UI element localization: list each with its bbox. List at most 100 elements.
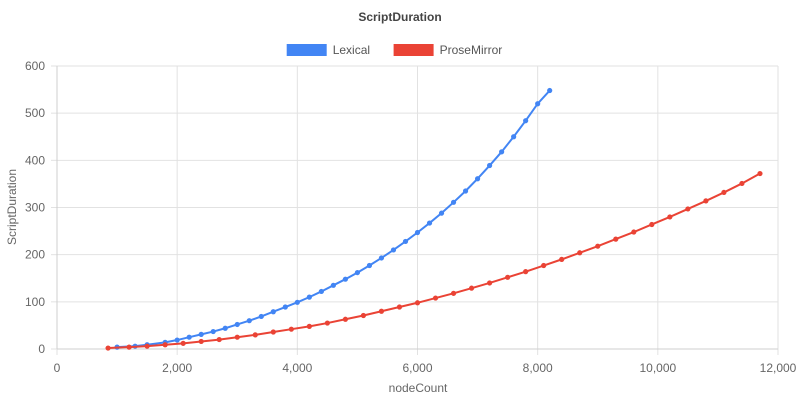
data-point[interactable]	[210, 328, 216, 335]
x-tick-label: 10,000	[639, 361, 676, 375]
data-point[interactable]	[342, 316, 348, 322]
series-line	[108, 172, 761, 350]
data-point[interactable]	[270, 309, 276, 315]
data-point[interactable]	[180, 340, 186, 346]
data-point[interactable]	[613, 236, 619, 242]
data-point[interactable]	[739, 180, 745, 187]
data-point[interactable]	[186, 334, 192, 340]
data-point[interactable]	[487, 280, 493, 286]
y-axis-title: ScriptDuration	[5, 169, 19, 245]
data-point[interactable]	[294, 299, 300, 305]
legend-label: Lexical	[333, 43, 370, 57]
data-point[interactable]	[667, 214, 673, 220]
y-tick-label: 600	[25, 59, 45, 73]
data-point[interactable]	[468, 285, 475, 291]
data-point[interactable]	[282, 304, 288, 310]
data-point[interactable]	[342, 276, 348, 282]
x-tick-label: 4,000	[282, 361, 312, 375]
data-point[interactable]	[438, 210, 445, 216]
chart-title: ScriptDuration	[358, 10, 441, 24]
data-point[interactable]	[595, 243, 601, 249]
x-tick-label: 6,000	[402, 361, 432, 375]
data-point[interactable]	[505, 274, 511, 280]
data-point[interactable]	[216, 336, 222, 343]
data-point[interactable]	[649, 221, 655, 228]
data-point[interactable]	[162, 342, 168, 348]
series-line	[117, 89, 551, 349]
data-point[interactable]	[523, 118, 529, 124]
y-tick-label: 400	[25, 153, 45, 167]
data-point[interactable]	[198, 331, 204, 337]
data-point[interactable]	[631, 229, 637, 235]
data-point[interactable]	[559, 256, 565, 262]
y-tick-label: 200	[25, 248, 45, 262]
y-tick-label: 500	[25, 106, 45, 120]
data-point[interactable]	[577, 250, 583, 256]
data-point[interactable]	[426, 220, 433, 226]
x-tick-label: 12,000	[760, 361, 797, 375]
data-point[interactable]	[535, 101, 541, 107]
legend-item[interactable]: Lexical	[286, 43, 370, 57]
data-point[interactable]	[390, 247, 397, 253]
data-point[interactable]	[222, 325, 228, 331]
legend-swatch	[393, 44, 434, 56]
legend-swatch	[286, 44, 327, 56]
data-point[interactable]	[511, 134, 517, 140]
data-point[interactable]	[378, 308, 385, 314]
data-point[interactable]	[354, 269, 361, 276]
x-tick-label: 0	[54, 361, 61, 375]
data-point[interactable]	[396, 304, 403, 310]
y-axis: 0 100 200 300 400 500 600	[25, 59, 58, 356]
data-point[interactable]	[306, 294, 312, 300]
data-point[interactable]	[402, 238, 409, 245]
data-point[interactable]	[499, 149, 505, 155]
data-point[interactable]	[487, 162, 493, 169]
x-axis: 0 2,000 4,000 6,000 8,000 10,000 12,000	[54, 348, 797, 375]
data-point[interactable]	[450, 290, 457, 296]
data-point[interactable]	[246, 318, 252, 324]
gridlines	[56, 65, 779, 350]
data-point[interactable]	[757, 170, 763, 177]
data-point[interactable]	[252, 332, 258, 338]
series	[105, 170, 763, 351]
data-point[interactable]	[541, 262, 547, 269]
data-point[interactable]	[360, 312, 367, 319]
data-point[interactable]	[306, 323, 312, 329]
data-point[interactable]	[288, 326, 294, 332]
data-point[interactable]	[258, 313, 264, 320]
data-point[interactable]	[366, 262, 373, 269]
legend: Lexical ProseMirror	[286, 43, 503, 57]
data-point[interactable]	[547, 87, 553, 94]
data-point[interactable]	[523, 269, 529, 275]
legend-item[interactable]: ProseMirror	[393, 43, 503, 57]
data-point[interactable]	[721, 189, 727, 196]
data-point[interactable]	[126, 344, 132, 350]
series	[114, 87, 553, 350]
data-point[interactable]	[144, 343, 150, 349]
data-point[interactable]	[174, 337, 180, 343]
data-point[interactable]	[414, 229, 421, 236]
data-point[interactable]	[330, 282, 336, 288]
legend-label: ProseMirror	[440, 43, 503, 57]
data-point[interactable]	[105, 345, 111, 351]
data-point[interactable]	[462, 188, 469, 194]
data-point[interactable]	[685, 206, 691, 212]
data-point[interactable]	[234, 334, 240, 340]
data-point[interactable]	[414, 300, 421, 306]
data-point[interactable]	[703, 198, 709, 204]
data-point[interactable]	[324, 320, 330, 326]
data-point[interactable]	[198, 338, 204, 345]
data-point[interactable]	[450, 199, 457, 205]
data-point[interactable]	[270, 329, 276, 335]
series-layer	[105, 87, 763, 351]
x-tick-label: 8,000	[523, 361, 553, 375]
y-tick-label: 300	[25, 201, 45, 215]
data-point[interactable]	[234, 321, 240, 328]
data-point[interactable]	[318, 288, 324, 295]
data-point[interactable]	[474, 176, 481, 182]
y-tick-label: 100	[25, 295, 45, 309]
data-point[interactable]	[378, 255, 385, 261]
data-point[interactable]	[432, 295, 439, 301]
